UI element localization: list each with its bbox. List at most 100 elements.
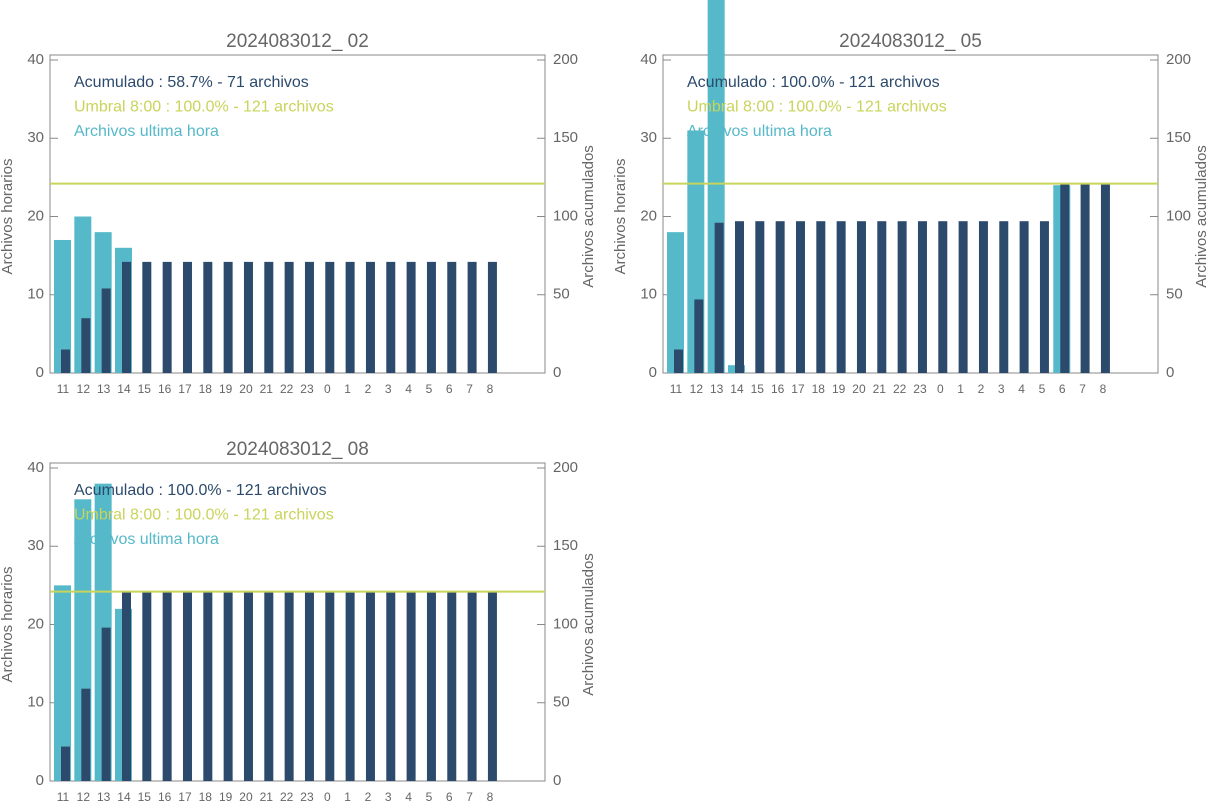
y-tick-label: 0 xyxy=(36,772,44,789)
cumulative-bar xyxy=(734,221,744,373)
x-tick-label: 5 xyxy=(426,790,433,804)
y2-axis-label: Archivos acumulados xyxy=(580,145,597,288)
x-tick-label: 15 xyxy=(138,790,152,804)
cumulative-bar xyxy=(101,288,111,373)
x-tick-label: 15 xyxy=(751,382,765,396)
x-tick-label: 19 xyxy=(832,382,846,396)
cumulative-bar xyxy=(755,221,765,373)
cumulative-bar xyxy=(897,221,907,373)
x-tick-label: 19 xyxy=(219,790,233,804)
cumulative-bar xyxy=(284,261,294,373)
legend-entry: Archivos ultima hora xyxy=(74,531,219,548)
x-tick-label: 13 xyxy=(97,382,111,396)
x-tick-label: 20 xyxy=(239,382,253,396)
cumulative-bar xyxy=(447,591,457,781)
cumulative-bar xyxy=(203,261,213,373)
y2-tick-label: 200 xyxy=(553,459,578,476)
x-tick-label: 6 xyxy=(446,382,453,396)
y-axis-label: Archivos horarios xyxy=(0,567,16,683)
cumulative-bar xyxy=(674,349,683,373)
cumulative-bar xyxy=(1060,183,1070,373)
cumulative-bar xyxy=(877,221,887,373)
hourly-bar xyxy=(54,239,71,373)
cumulative-bar xyxy=(386,591,396,781)
hourly-bar xyxy=(667,232,684,373)
y2-tick-label: 50 xyxy=(1166,286,1183,303)
x-tick-label: 4 xyxy=(1018,382,1025,396)
cumulative-bar xyxy=(61,746,70,781)
x-tick-label: 2 xyxy=(978,382,985,396)
x-tick-label: 11 xyxy=(670,382,683,396)
cumulative-bar xyxy=(1080,183,1090,373)
cumulative-bar xyxy=(999,221,1009,373)
y-tick-label: 20 xyxy=(27,615,44,632)
cumulative-bar xyxy=(81,688,91,781)
x-tick-label: 8 xyxy=(487,790,494,804)
x-tick-label: 7 xyxy=(1079,382,1086,396)
y-tick-label: 0 xyxy=(649,364,657,381)
cumulative-bar xyxy=(223,591,233,781)
legend-entry: Acumulado : 100.0% - 121 archivos xyxy=(74,482,327,499)
legend-entry: Archivos ultima hora xyxy=(74,123,219,140)
y2-tick-label: 200 xyxy=(553,51,578,68)
cumulative-bar xyxy=(61,349,70,373)
legend-entry: Umbral 8:00 : 100.0% - 121 archivos xyxy=(74,507,334,524)
x-tick-label: 22 xyxy=(280,790,294,804)
y2-tick-label: 0 xyxy=(553,364,561,381)
y-tick-label: 30 xyxy=(27,537,44,554)
x-tick-label: 8 xyxy=(487,382,494,396)
x-tick-label: 3 xyxy=(385,790,392,804)
cumulative-bar xyxy=(162,261,172,373)
cumulative-bar xyxy=(958,221,968,373)
y-tick-label: 10 xyxy=(27,694,44,711)
x-tick-label: 16 xyxy=(158,790,172,804)
cumulative-bar xyxy=(182,261,192,373)
cumulative-bar xyxy=(264,591,274,781)
chart-title: 2024083012_ 02 xyxy=(226,31,369,52)
x-tick-label: 22 xyxy=(280,382,294,396)
cumulative-bar xyxy=(938,221,948,373)
cumulative-bar xyxy=(365,591,375,781)
y-tick-label: 20 xyxy=(27,207,44,224)
y-axis-label: Archivos horarios xyxy=(0,159,16,275)
y-axis-label: Archivos horarios xyxy=(612,159,629,275)
legend-entry: Umbral 8:00 : 100.0% - 121 archivos xyxy=(74,99,334,116)
y2-tick-label: 100 xyxy=(1166,207,1191,224)
y2-axis-label: Archivos acumulados xyxy=(580,553,597,696)
y-tick-label: 40 xyxy=(27,459,44,476)
cumulative-bar xyxy=(101,627,111,781)
x-tick-label: 7 xyxy=(466,790,473,804)
cumulative-bar xyxy=(1039,221,1049,373)
legend-entry: Archivos ultima hora xyxy=(687,123,832,140)
x-tick-label: 13 xyxy=(97,790,111,804)
cumulative-bar xyxy=(406,591,416,781)
x-tick-label: 11 xyxy=(57,790,70,804)
cumulative-bar xyxy=(345,261,355,373)
x-tick-label: 13 xyxy=(710,382,724,396)
cumulative-bar xyxy=(426,591,436,781)
x-tick-label: 12 xyxy=(77,790,91,804)
x-tick-label: 20 xyxy=(239,790,253,804)
cumulative-bar xyxy=(121,261,131,373)
x-tick-label: 18 xyxy=(199,382,213,396)
x-tick-label: 23 xyxy=(300,790,314,804)
y2-tick-label: 0 xyxy=(1166,364,1174,381)
x-tick-label: 14 xyxy=(117,382,131,396)
cumulative-bar xyxy=(325,261,335,373)
cumulative-bar xyxy=(304,591,314,781)
x-tick-label: 23 xyxy=(913,382,927,396)
x-tick-label: 23 xyxy=(300,382,314,396)
x-tick-label: 1 xyxy=(344,382,351,396)
cumulative-bar xyxy=(365,261,375,373)
cumulative-bar xyxy=(406,261,416,373)
legend-entry: Acumulado : 58.7% - 71 archivos xyxy=(74,74,309,91)
y-tick-label: 10 xyxy=(27,286,44,303)
y-tick-label: 30 xyxy=(640,129,657,146)
cumulative-bar xyxy=(1019,221,1029,373)
y2-tick-label: 0 xyxy=(553,772,561,789)
x-tick-label: 0 xyxy=(937,382,944,396)
cumulative-bar xyxy=(694,299,704,373)
x-tick-label: 19 xyxy=(219,382,233,396)
cumulative-bar xyxy=(978,221,988,373)
